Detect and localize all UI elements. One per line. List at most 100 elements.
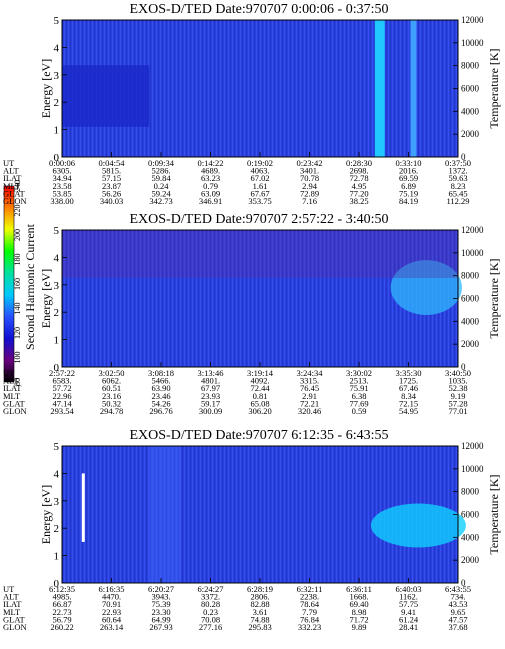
table-cell: 2806. [250, 592, 269, 602]
table-cell: 66.87 [52, 599, 71, 609]
table-cell: 59.17 [201, 398, 220, 408]
y-right-tick-label: 0 [461, 152, 466, 162]
table-cell: 75.91 [349, 383, 368, 393]
heatmap-band [390, 260, 462, 315]
y-right-tick-label: 4000 [461, 532, 480, 542]
table-cell: 6:32:11 [297, 584, 323, 594]
table-cell: 67.46 [399, 383, 418, 393]
row-label: GLON [3, 622, 27, 632]
colorbar-label: Second Harmonic Current [23, 223, 37, 350]
table-cell: 306.20 [248, 406, 271, 416]
table-cell: 22.73 [52, 607, 71, 617]
table-cell: 50.32 [102, 398, 121, 408]
table-cell: 6062. [102, 376, 121, 386]
table-cell: 67.02 [250, 173, 269, 183]
table-cell: 0:04:54 [99, 158, 126, 168]
table-cell: 0:23:42 [297, 158, 323, 168]
table-cell: 4063. [250, 166, 269, 176]
table-cell: 2.94 [302, 181, 318, 191]
table-cell: 734. [451, 592, 466, 602]
table-cell: 9.19 [451, 391, 466, 401]
y-axis-label: Energy [eV] [39, 269, 53, 328]
table-cell: 6:43:55 [445, 584, 471, 594]
row-label: GLAT [3, 398, 26, 408]
table-cell: 2.91 [302, 391, 317, 401]
table-cell: 47.57 [448, 614, 467, 624]
table-cell: 69.59 [399, 173, 418, 183]
row-label: MLT [3, 391, 21, 401]
chart-panel: EXOS-D/TED Date:970707 2:57:22 - 3:40:50… [3, 212, 501, 416]
table-cell: 4092. [250, 376, 269, 386]
table-cell: 22.93 [102, 607, 121, 617]
heatmap-band [62, 65, 150, 127]
table-cell: 9.89 [352, 622, 367, 632]
table-cell: 2698. [349, 166, 368, 176]
table-cell: 6:24:27 [198, 584, 224, 594]
table-cell: 2:57:22 [49, 368, 75, 378]
table-cell: 75.19 [399, 188, 418, 198]
table-cell: 56.79 [52, 614, 71, 624]
table-cell: 346.91 [199, 196, 222, 206]
heatmap-area [62, 20, 458, 157]
row-label: UT [3, 584, 15, 594]
table-cell: 353.75 [248, 196, 271, 206]
table-cell: 3:35:30 [396, 368, 422, 378]
table-cell: 3:08:18 [148, 368, 174, 378]
colorbar-tick-label: 120 [13, 327, 22, 339]
table-cell: 5815. [102, 166, 121, 176]
colorbar-tick-label: 200 [13, 229, 22, 241]
table-cell: 342.73 [149, 196, 172, 206]
table-cell: 2016. [399, 166, 418, 176]
table-cell: 57.28 [448, 398, 467, 408]
y-tick-label: 2 [54, 97, 60, 109]
table-cell: 0.81 [253, 391, 268, 401]
table-cell: 0:09:34 [148, 158, 175, 168]
row-label: ALT [3, 592, 20, 602]
table-cell: 267.93 [149, 622, 172, 632]
y-right-axis-label: Temperature [K] [487, 48, 501, 128]
table-cell: 47.14 [52, 398, 72, 408]
table-cell: 1725. [399, 376, 418, 386]
table-cell: 300.09 [199, 406, 222, 416]
table-cell: 59.84 [151, 173, 171, 183]
row-label: ILAT [3, 173, 22, 183]
table-cell: 65.08 [250, 398, 269, 408]
table-cell: 0:33:10 [396, 158, 422, 168]
y-tick-label: 3 [54, 280, 60, 292]
table-cell: 57.15 [102, 173, 121, 183]
table-cell: 3943. [151, 592, 170, 602]
colorbar-tick-label: 100 [13, 352, 22, 364]
table-cell: 38.25 [349, 196, 368, 206]
table-cell: 61.24 [399, 614, 419, 624]
table-cell: 0:28:30 [346, 158, 372, 168]
row-label: GLON [3, 196, 27, 206]
table-cell: 112.29 [446, 196, 469, 206]
table-cell: 70.91 [102, 599, 121, 609]
row-label: GLON [3, 406, 27, 416]
y-right-tick-label: 10000 [461, 248, 484, 258]
table-cell: 23.30 [151, 607, 170, 617]
row-label: UT [3, 158, 15, 168]
y-right-tick-label: 6000 [461, 84, 480, 94]
y-tick-label: 1 [54, 125, 60, 137]
table-cell: 78.64 [300, 599, 320, 609]
table-cell: 53.85 [52, 188, 71, 198]
table-cell: 2238. [300, 592, 319, 602]
heatmap-band [62, 230, 458, 278]
y-right-tick-label: 6000 [461, 294, 480, 304]
table-cell: 6:20:27 [148, 584, 174, 594]
table-cell: 70.08 [201, 614, 220, 624]
y-right-tick-label: 10000 [461, 464, 484, 474]
table-cell: 60.64 [102, 614, 122, 624]
colorbar-tick-label: 160 [13, 278, 22, 290]
table-cell: 320.46 [298, 406, 321, 416]
heatmap-background [62, 230, 458, 367]
table-cell: 6583. [52, 376, 71, 386]
table-cell: 4985. [52, 592, 71, 602]
row-label: MLT [3, 607, 21, 617]
y-tick-label: 4 [54, 42, 60, 54]
table-cell: 8.34 [401, 391, 417, 401]
y-tick-label: 5 [54, 15, 60, 27]
y-tick-label: 4 [54, 468, 60, 480]
row-label: GLAT [3, 614, 26, 624]
